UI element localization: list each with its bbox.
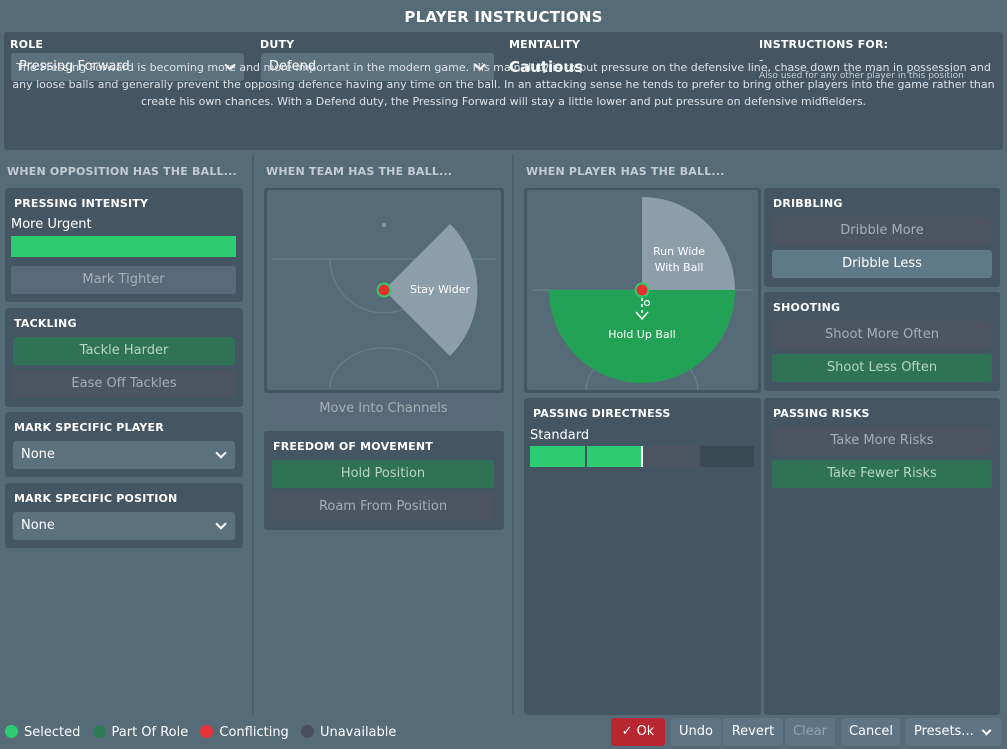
opposition-header: WHEN OPPOSITION HAS THE BALL...: [7, 165, 237, 178]
instructions-for-note: Also used for any other player in this p…: [759, 71, 964, 81]
duty-value: Defend: [269, 59, 317, 74]
legend-unavailable: Unavailable: [300, 725, 396, 740]
role-label: ROLE: [10, 38, 44, 51]
check-icon: ✓: [621, 724, 633, 739]
dribble-less-button[interactable]: Dribble Less: [772, 250, 992, 278]
hold-up-ball-label: Hold Up Ball: [608, 328, 675, 341]
pressing-intensity-title: PRESSING INTENSITY: [14, 197, 149, 210]
unavailable-dot-icon: [300, 725, 314, 738]
player-marker: [634, 282, 650, 298]
pressing-intensity-panel: PRESSING INTENSITY More Urgent Mark Tigh…: [5, 188, 243, 302]
stay-wider-zone[interactable]: [384, 224, 478, 356]
chevron-down-icon: [215, 518, 227, 530]
duty-dropdown[interactable]: Defend: [261, 53, 494, 81]
dribble-more-button[interactable]: Dribble More: [772, 217, 992, 245]
passing-directness-segment: [586, 446, 641, 467]
stay-wider-label: Stay Wider: [410, 283, 470, 296]
mentality-value: Cautious: [509, 58, 584, 76]
dribbling-title: DRIBBLING: [773, 197, 843, 210]
passing-directness-panel: PASSING DIRECTNESS Standard: [524, 398, 761, 715]
pressing-intensity-slider[interactable]: [11, 236, 236, 257]
shooting-panel: SHOOTING Shoot More Often Shoot Less Oft…: [764, 292, 1000, 391]
duty-label: DUTY: [260, 38, 295, 51]
mark-player-panel: MARK SPECIFIC PLAYER None: [5, 412, 243, 477]
passing-directness-segment: [699, 446, 754, 467]
mark-position-title: MARK SPECIFIC POSITION: [14, 492, 178, 505]
take-fewer-risks-button[interactable]: Take Fewer Risks: [772, 460, 992, 488]
freedom-panel: FREEDOM OF MOVEMENT Hold Position Roam F…: [264, 431, 504, 530]
column-divider: [252, 154, 254, 714]
cancel-button[interactable]: Cancel: [842, 718, 900, 746]
undo-button[interactable]: Undo: [671, 718, 721, 746]
column-divider: [512, 154, 514, 714]
take-more-risks-button[interactable]: Take More Risks: [772, 427, 992, 455]
role-description: The Pressing Forward is becoming more an…: [12, 61, 995, 108]
tackle-harder-button[interactable]: Tackle Harder: [13, 337, 235, 365]
passing-directness-segment: [643, 446, 698, 467]
team-header: WHEN TEAM HAS THE BALL...: [266, 165, 453, 178]
player-pitch-diagram: Run Wide With Ball Hold Up Ball: [527, 190, 758, 391]
hold-up-ball-zone[interactable]: [549, 290, 735, 383]
mark-position-panel: MARK SPECIFIC POSITION None: [5, 483, 243, 548]
mentality-label: MENTALITY: [509, 38, 581, 51]
player-pitch-panel: Run Wide With Ball Hold Up Ball: [524, 188, 761, 393]
freedom-title: FREEDOM OF MOVEMENT: [273, 440, 433, 453]
passing-directness-value: Standard: [530, 428, 590, 443]
tackling-title: TACKLING: [14, 317, 77, 330]
player-marker: [376, 282, 392, 298]
clear-button[interactable]: Clear: [785, 718, 835, 746]
hold-position-button[interactable]: Hold Position: [272, 460, 494, 488]
team-pitch-diagram: Stay Wider: [267, 190, 501, 390]
pressing-intensity-value: More Urgent: [11, 217, 92, 232]
run-wide-label-line1: Run Wide: [653, 245, 705, 258]
selected-dot-icon: [5, 725, 18, 738]
part-of-role-dot-icon: [92, 725, 106, 738]
legend-selected: Selected: [5, 725, 80, 740]
mark-tighter-button[interactable]: Mark Tighter: [11, 266, 236, 294]
player-header: WHEN PLAYER HAS THE BALL...: [526, 165, 725, 178]
revert-button[interactable]: Revert: [723, 718, 783, 746]
role-dropdown[interactable]: Pressing Forward: [11, 53, 244, 81]
dribbling-panel: DRIBBLING Dribble More Dribble Less: [764, 188, 1000, 287]
passing-directness-slider[interactable]: [530, 446, 754, 467]
ok-button[interactable]: ✓ Ok: [611, 718, 665, 746]
mark-player-value: None: [21, 447, 55, 462]
run-wide-label-line2: With Ball: [655, 261, 704, 274]
tackling-panel: TACKLING Tackle Harder Ease Off Tackles: [5, 308, 243, 407]
mark-player-title: MARK SPECIFIC PLAYER: [14, 421, 164, 434]
pressing-intensity-fill: [11, 236, 236, 257]
page-title: PLAYER INSTRUCTIONS: [404, 8, 603, 26]
team-pitch-panel: Stay Wider: [264, 188, 504, 393]
legend-conflicting: Conflicting: [200, 725, 289, 740]
shooting-title: SHOOTING: [773, 301, 841, 314]
passing-risks-panel: PASSING RISKS Take More Risks Take Fewer…: [764, 398, 1000, 715]
legend: Selected Part Of Role Conflicting Unavai…: [5, 725, 396, 740]
role-value: Pressing Forward: [19, 59, 130, 74]
chevron-down-icon: [215, 447, 227, 459]
instructions-for-label: INSTRUCTIONS FOR:: [759, 38, 889, 51]
ease-off-tackles-button[interactable]: Ease Off Tackles: [13, 370, 235, 398]
ball-icon: [643, 299, 651, 307]
run-wide-zone[interactable]: [642, 197, 735, 290]
move-into-channels-button[interactable]: Move Into Channels: [266, 395, 501, 423]
role-panel: [4, 32, 1003, 150]
conflicting-dot-icon: [200, 725, 214, 738]
mark-position-value: None: [21, 518, 55, 533]
shoot-more-often-button[interactable]: Shoot More Often: [772, 321, 992, 349]
passing-directness-marker: [641, 446, 643, 467]
roam-from-position-button[interactable]: Roam From Position: [272, 493, 494, 521]
passing-directness-title: PASSING DIRECTNESS: [533, 407, 671, 420]
chevron-down-icon: [981, 725, 992, 736]
mark-position-dropdown[interactable]: None: [13, 512, 235, 540]
presets-dropdown[interactable]: Presets...: [906, 718, 1002, 746]
passing-directness-segment: [530, 446, 585, 467]
legend-part-of-role: Part Of Role: [92, 725, 188, 740]
shoot-less-often-button[interactable]: Shoot Less Often: [772, 354, 992, 382]
mark-player-dropdown[interactable]: None: [13, 441, 235, 469]
instructions-for-value: -: [759, 53, 764, 67]
passing-risks-title: PASSING RISKS: [773, 407, 870, 420]
